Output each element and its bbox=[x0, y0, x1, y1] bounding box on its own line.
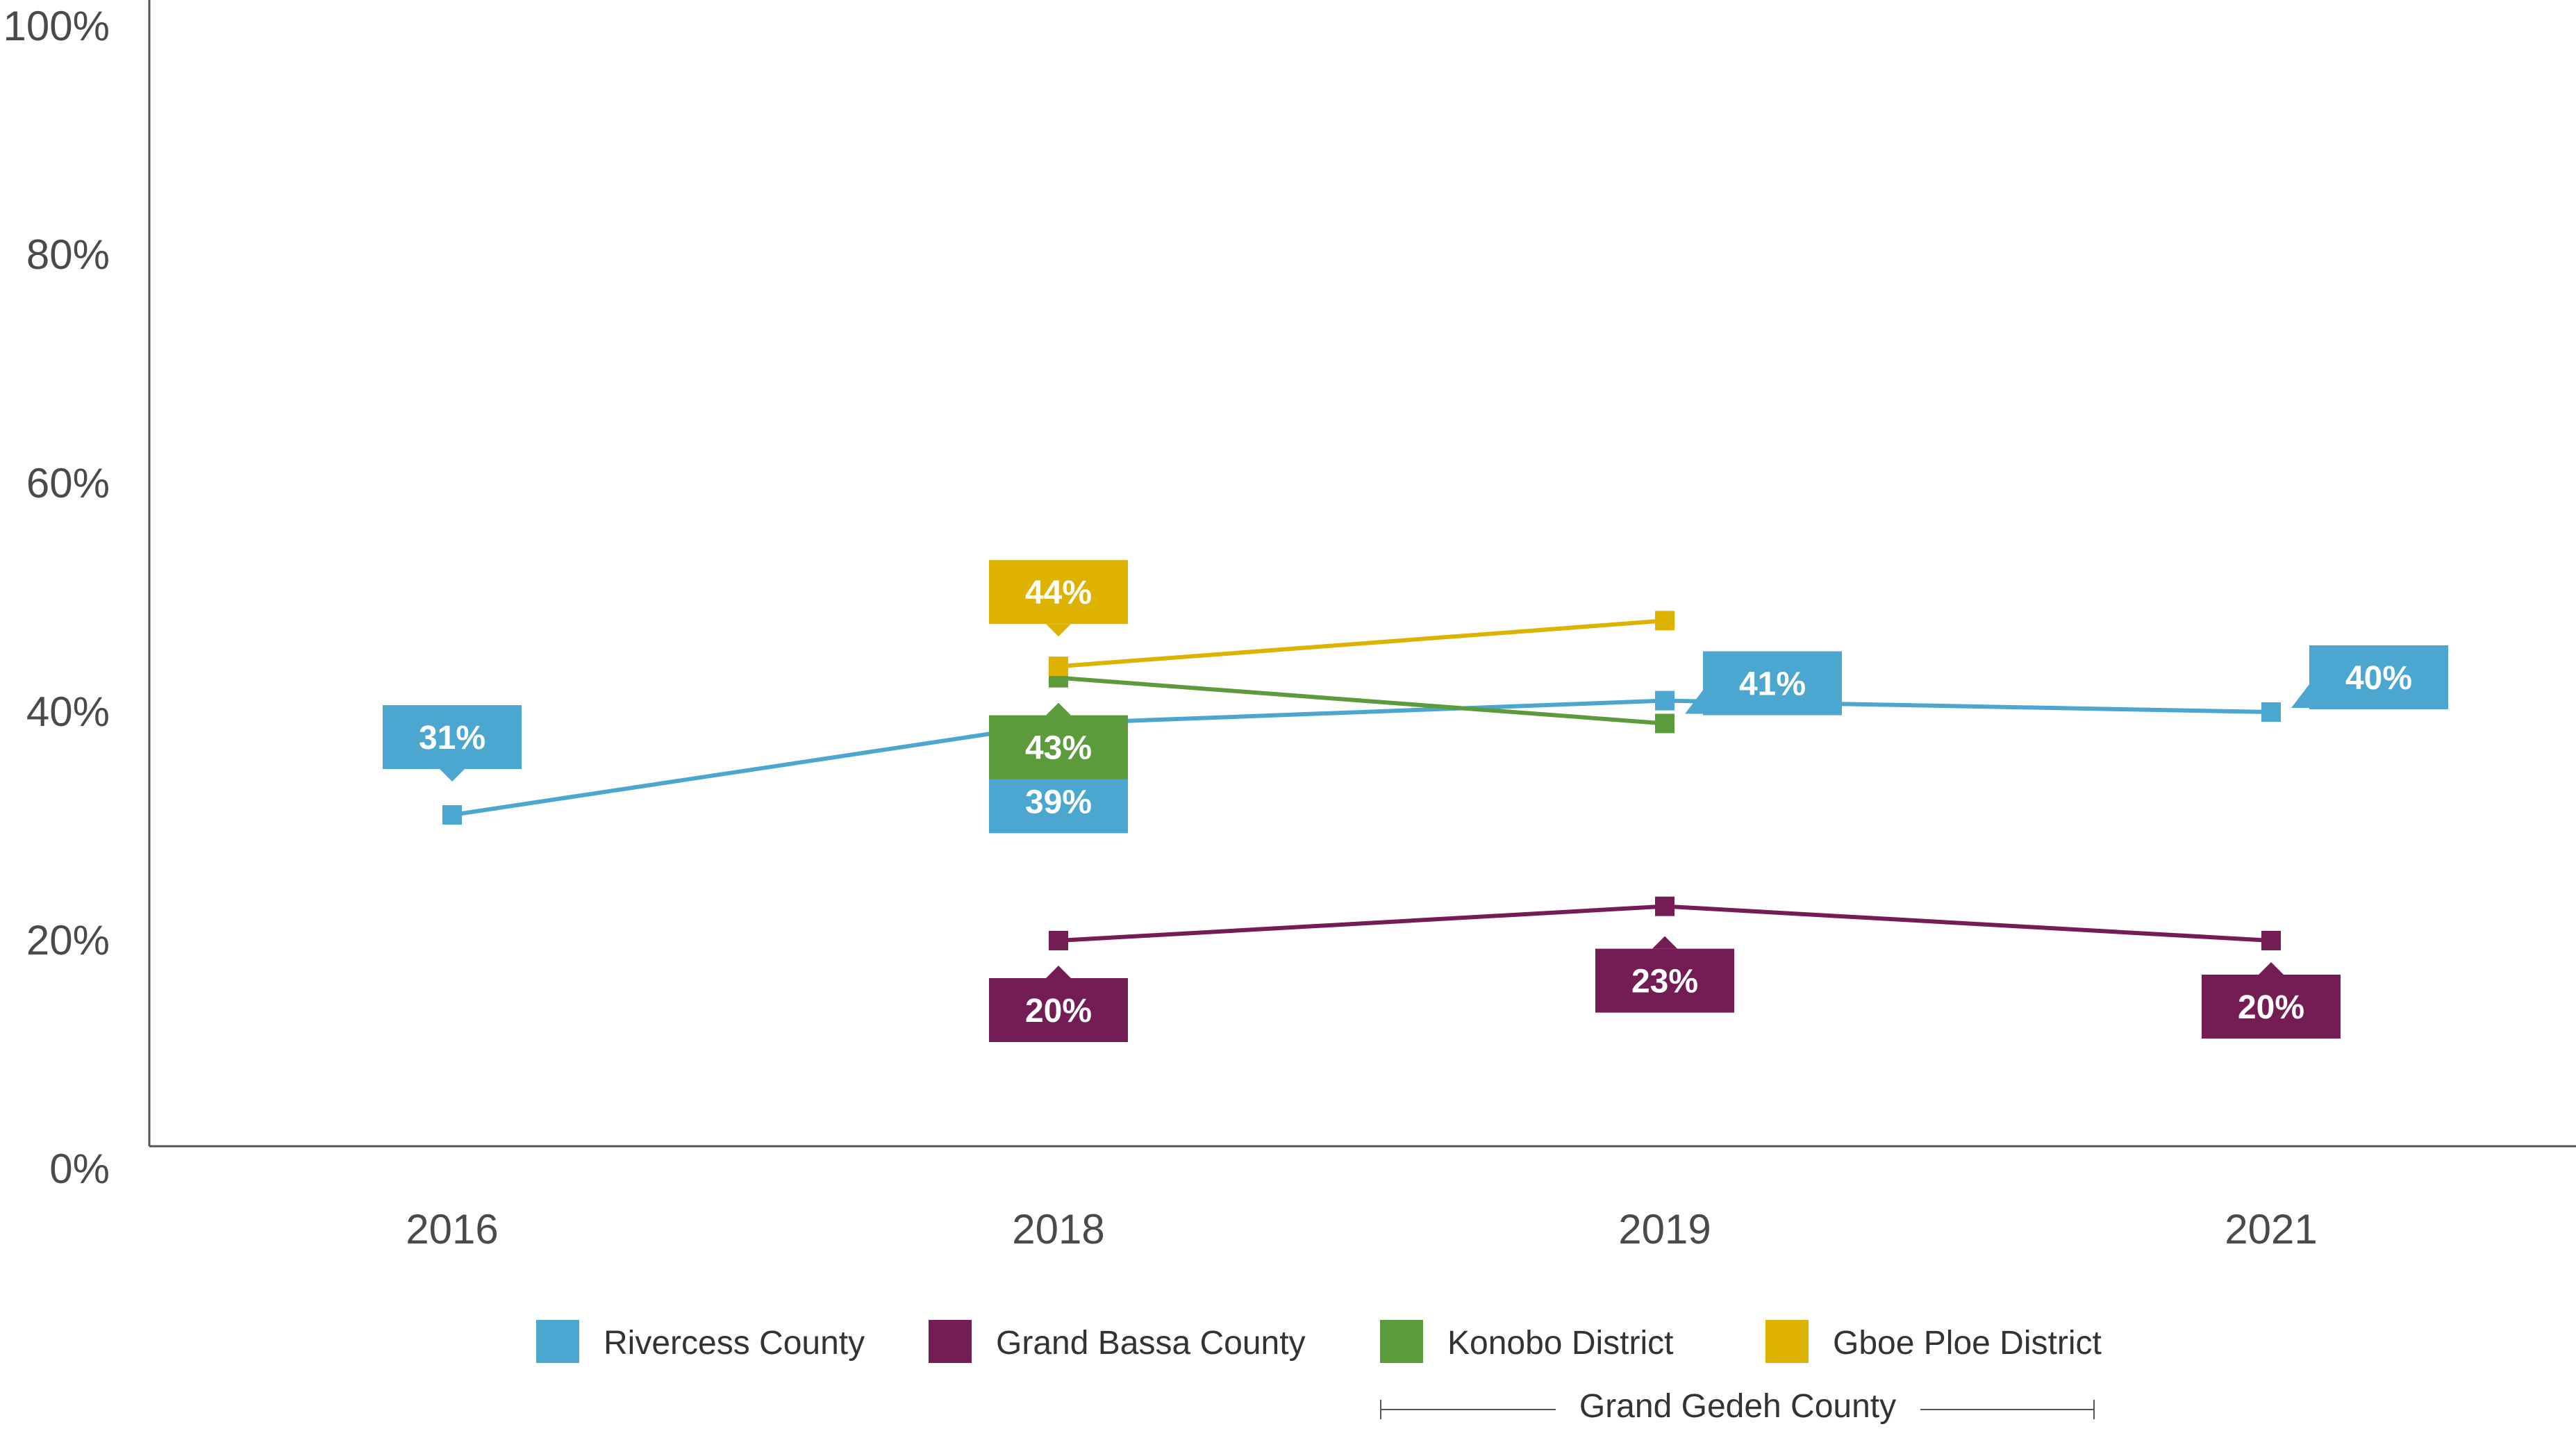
series-line-segment-gboe-ploe-district bbox=[1058, 618, 1665, 669]
data-label-pointer bbox=[1046, 702, 1071, 716]
data-label: 20% bbox=[2202, 962, 2341, 1039]
x-tick-label: 2021 bbox=[2225, 1206, 2317, 1253]
data-labels: 31% 39% 41% 40% 20% 23% 20% 43% 44% bbox=[383, 560, 2448, 1042]
y-tick-label: 80% bbox=[26, 231, 110, 278]
y-tick-labels: 0% 20% 40% 60% 80% 100% bbox=[3, 3, 110, 1192]
data-label-pointer bbox=[1046, 624, 1071, 637]
data-point-konobo-district bbox=[1655, 713, 1675, 734]
series-line-segment-rivercess-county bbox=[451, 721, 1059, 818]
data-label: 41% bbox=[1685, 651, 1842, 716]
series-line-segment-rivercess-county bbox=[1058, 698, 1665, 726]
data-label-box bbox=[2309, 645, 2448, 709]
legend-label: Gboe Ploe District bbox=[1833, 1325, 2102, 1362]
data-label: 40% bbox=[2291, 645, 2448, 709]
data-label-text: 43% bbox=[1025, 730, 1092, 767]
data-label-box bbox=[2202, 975, 2341, 1039]
data-label-box bbox=[1595, 948, 1734, 1013]
y-tick-label: 40% bbox=[26, 688, 110, 735]
legend-swatch bbox=[1765, 1320, 1809, 1363]
legend-label: Konobo District bbox=[1447, 1325, 1673, 1362]
y-tick-label: 60% bbox=[26, 460, 110, 506]
data-point-gboe-ploe-district bbox=[1049, 656, 1068, 677]
data-label-text: 40% bbox=[2345, 660, 2412, 697]
legend: Rivercess County Grand Bassa County Konobo… bbox=[536, 1320, 2102, 1425]
legend-swatch bbox=[536, 1320, 579, 1363]
data-label-text: 39% bbox=[1025, 784, 1092, 820]
legend-item: Grand Bassa County bbox=[929, 1320, 1306, 1363]
axes bbox=[148, 0, 2576, 1148]
data-label: 20% bbox=[989, 966, 1128, 1042]
data-label-pointer bbox=[440, 769, 465, 782]
data-label-box bbox=[989, 560, 1128, 625]
legend-label: Rivercess County bbox=[604, 1325, 865, 1362]
legend-item: Konobo District bbox=[1380, 1320, 1673, 1363]
data-point-rivercess-county bbox=[1655, 691, 1675, 711]
data-label: 43% bbox=[989, 702, 1128, 779]
data-label: 44% bbox=[989, 560, 1128, 637]
legend-item: Gboe Ploe District bbox=[1765, 1320, 2102, 1363]
data-point-rivercess-county bbox=[442, 805, 462, 825]
data-label-pointer bbox=[1046, 966, 1071, 978]
data-point-grand-bassa-county bbox=[2261, 931, 2281, 950]
series-line-segment-grand-bassa-county bbox=[1058, 904, 1665, 943]
data-label-text: 31% bbox=[419, 720, 485, 757]
y-tick-label: 0% bbox=[49, 1146, 110, 1192]
legend-group-label: Grand Gedeh County bbox=[1579, 1388, 1896, 1425]
data-label-pointer bbox=[2291, 684, 2309, 708]
series-lines bbox=[442, 611, 2281, 950]
series-line-segment-konobo-district bbox=[1058, 675, 1665, 726]
x-tick-label: 2016 bbox=[406, 1206, 498, 1253]
y-tick-label: 20% bbox=[26, 917, 110, 964]
x-tick-labels: 2016 2018 2019 2021 bbox=[406, 1206, 2317, 1253]
data-label-pointer bbox=[1685, 690, 1703, 714]
data-label-box bbox=[989, 978, 1128, 1042]
data-label-box bbox=[383, 705, 522, 770]
data-label-text: 20% bbox=[2238, 989, 2304, 1026]
data-label: 23% bbox=[1595, 936, 1734, 1013]
data-label: 31% bbox=[383, 705, 522, 782]
data-label-text: 44% bbox=[1025, 575, 1092, 611]
x-tick-label: 2018 bbox=[1012, 1206, 1104, 1253]
series-line-segment-grand-bassa-county bbox=[1664, 904, 2272, 943]
data-point-grand-bassa-county bbox=[1655, 896, 1675, 916]
y-tick-label: 100% bbox=[3, 3, 110, 49]
legend-swatch bbox=[929, 1320, 972, 1363]
data-point-gboe-ploe-district bbox=[1655, 611, 1675, 631]
data-label-box bbox=[989, 769, 1128, 834]
data-label-pointer bbox=[2259, 962, 2284, 975]
x-tick-label: 2019 bbox=[1618, 1206, 1711, 1253]
data-label: 39% bbox=[989, 757, 1128, 834]
legend-label: Grand Bassa County bbox=[996, 1325, 1306, 1362]
data-point-rivercess-county bbox=[2261, 702, 2281, 722]
data-label-text: 23% bbox=[1631, 964, 1698, 1000]
legend-swatch bbox=[1380, 1320, 1423, 1363]
data-point-grand-bassa-county bbox=[1049, 931, 1068, 950]
data-label-box bbox=[989, 715, 1128, 779]
data-label-text: 41% bbox=[1739, 666, 1806, 703]
legend-group-bracket: Grand Gedeh County bbox=[1380, 1388, 2095, 1425]
legend-item: Rivercess County bbox=[536, 1320, 865, 1363]
data-label-text: 20% bbox=[1025, 993, 1092, 1030]
data-label-pointer bbox=[1652, 936, 1677, 949]
data-label-box bbox=[1703, 651, 1842, 716]
